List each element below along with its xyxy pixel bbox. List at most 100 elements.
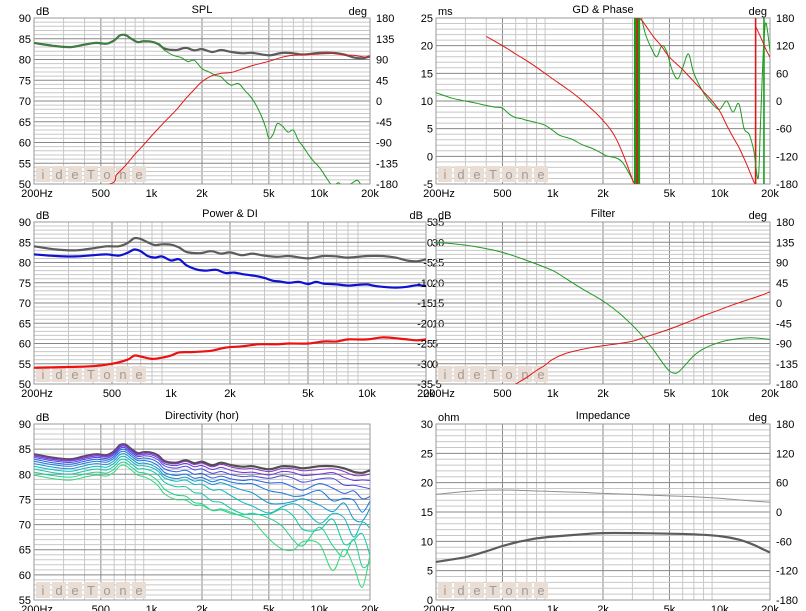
y-tick-left: 70 bbox=[19, 520, 31, 532]
watermark-cell bbox=[132, 582, 146, 598]
y-axis-left-unit: dB bbox=[36, 412, 49, 424]
watermark-cell bbox=[454, 166, 468, 182]
y-tick-left: 5 bbox=[427, 217, 433, 229]
series-line-1 bbox=[34, 34, 361, 184]
watermark-letter: i bbox=[42, 367, 45, 382]
y-tick-left: 10 bbox=[421, 96, 433, 108]
x-tick: 2k bbox=[196, 188, 208, 200]
series-line-2 bbox=[34, 445, 370, 482]
y-tick-left: 90 bbox=[19, 13, 31, 25]
x-tick: 10k bbox=[711, 188, 729, 200]
y-tick-left: 60 bbox=[19, 570, 31, 582]
y-tick-right: -90 bbox=[776, 339, 792, 351]
x-tick: 10k bbox=[711, 604, 729, 611]
watermark-cell bbox=[100, 166, 114, 182]
x-tick: 2k bbox=[224, 388, 236, 400]
y-tick-right: 0 bbox=[376, 96, 382, 108]
watermark-cell bbox=[84, 582, 98, 598]
y-axis-right-unit: dB bbox=[410, 210, 423, 222]
y-tick-right: 180 bbox=[776, 419, 794, 431]
y-tick-left: -30 bbox=[417, 359, 433, 371]
watermark-cell bbox=[438, 166, 452, 182]
y-tick-left: 75 bbox=[19, 75, 31, 87]
x-tick: 1k bbox=[146, 188, 158, 200]
watermark-letter: T bbox=[87, 167, 95, 182]
y-tick-right: -135 bbox=[376, 158, 398, 170]
y-tick-left: 25 bbox=[421, 13, 433, 25]
watermark-letter: T bbox=[489, 583, 497, 598]
y-tick-right: -60 bbox=[776, 124, 792, 136]
watermark-letter: n bbox=[119, 583, 126, 598]
watermark-letter: n bbox=[521, 167, 528, 182]
y-tick-left: 80 bbox=[19, 469, 31, 481]
x-tick: 20k bbox=[361, 604, 379, 611]
watermark-cell bbox=[534, 582, 548, 598]
y-axis-right-unit: deg bbox=[749, 210, 767, 222]
watermark-cell bbox=[438, 366, 452, 382]
watermark-cell bbox=[68, 582, 82, 598]
watermark-letter: o bbox=[103, 367, 110, 382]
y-tick-right: -180 bbox=[776, 595, 798, 607]
watermark-letter: T bbox=[87, 367, 95, 382]
watermark-cell bbox=[68, 366, 82, 382]
x-tick: 200Hz bbox=[423, 388, 455, 400]
y-tick-left: 15 bbox=[421, 507, 433, 519]
series-line-2 bbox=[34, 336, 426, 369]
x-tick: 500 bbox=[92, 188, 110, 200]
y-tick-left: -20 bbox=[417, 318, 433, 330]
chart-title: SPL bbox=[192, 4, 213, 16]
watermark-letter: T bbox=[87, 583, 95, 598]
watermark-cell bbox=[454, 366, 468, 382]
plot-frame bbox=[33, 423, 371, 601]
series-line-1 bbox=[34, 248, 426, 289]
series-line-6 bbox=[34, 453, 370, 523]
watermark-cell bbox=[36, 366, 50, 382]
series-group bbox=[34, 443, 370, 588]
watermark-cell bbox=[502, 582, 516, 598]
x-tick: 5k bbox=[263, 604, 275, 611]
y-tick-right: -45 bbox=[376, 117, 392, 129]
series-line-0 bbox=[34, 236, 426, 263]
x-tick: 20k bbox=[761, 604, 779, 611]
watermark-cell bbox=[36, 582, 50, 598]
x-tick: 5k bbox=[664, 604, 676, 611]
y-tick-right: 45 bbox=[776, 278, 788, 290]
x-tick: 1k bbox=[165, 388, 177, 400]
y-tick-right: 180 bbox=[776, 217, 794, 229]
y-tick-left: 0 bbox=[427, 237, 433, 249]
y-tick-left: -35 bbox=[417, 379, 433, 391]
plot-frame bbox=[33, 17, 371, 185]
y-tick-right: 60 bbox=[776, 478, 788, 490]
y-tick-left: 60 bbox=[19, 138, 31, 150]
watermark-cell bbox=[52, 166, 66, 182]
y-tick-left: 50 bbox=[19, 179, 31, 191]
y-axis-right-unit: deg bbox=[749, 6, 767, 18]
watermark-letter: o bbox=[103, 167, 110, 182]
watermark-cell bbox=[534, 166, 548, 182]
x-tick: 500 bbox=[493, 388, 511, 400]
chart-title: GD & Phase bbox=[572, 4, 633, 16]
x-tick: 500 bbox=[493, 604, 511, 611]
watermark-cell bbox=[68, 166, 82, 182]
y-tick-left: 80 bbox=[19, 55, 31, 67]
series-line-3 bbox=[34, 446, 370, 490]
y-tick-left: 75 bbox=[19, 494, 31, 506]
watermark-letter: n bbox=[119, 367, 126, 382]
x-tick: 500 bbox=[493, 188, 511, 200]
x-tick: 2k bbox=[597, 388, 609, 400]
watermark-letter: d bbox=[55, 167, 62, 182]
watermark-letter: o bbox=[103, 583, 110, 598]
y-tick-right: 45 bbox=[376, 75, 388, 87]
grid bbox=[436, 17, 770, 185]
series-line-10 bbox=[34, 464, 370, 588]
y-tick-left: 10 bbox=[421, 536, 433, 548]
series-line-2 bbox=[486, 35, 636, 184]
y-tick-left: 85 bbox=[19, 34, 31, 46]
watermark-cell bbox=[518, 166, 532, 182]
y-tick-left: 5 bbox=[427, 566, 433, 578]
y-tick-left: -10 bbox=[417, 278, 433, 290]
